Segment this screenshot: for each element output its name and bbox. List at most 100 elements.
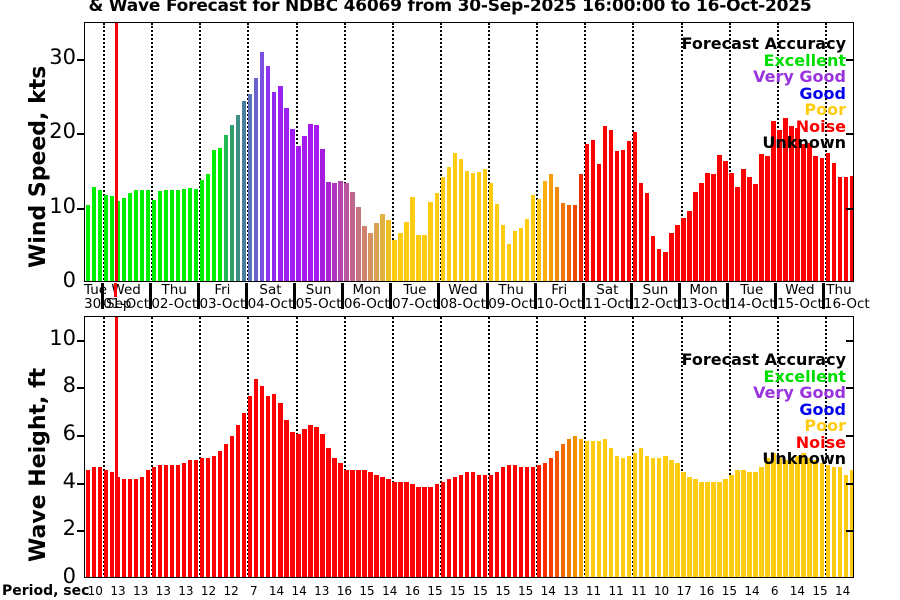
wind-bar xyxy=(302,136,307,281)
wind-bar xyxy=(205,174,211,281)
wave-bar xyxy=(759,467,764,577)
wind-bar xyxy=(518,227,524,281)
wind-bar xyxy=(392,240,397,281)
day-separator xyxy=(678,283,682,309)
wave-bar xyxy=(494,472,500,577)
wind-bar xyxy=(614,151,620,281)
wind-bar xyxy=(157,191,163,281)
period-value: 10 xyxy=(653,584,670,598)
wind-bar xyxy=(560,203,566,281)
wave-bar xyxy=(386,479,391,577)
period-value: 11 xyxy=(631,584,647,598)
day-date: 08-Oct xyxy=(440,296,486,312)
wave-height-panel xyxy=(84,316,854,578)
wind-bar xyxy=(789,125,794,281)
wind-bar xyxy=(266,65,271,281)
wave-bar xyxy=(693,479,698,577)
day-separator xyxy=(629,283,633,309)
wind-bar xyxy=(645,192,650,281)
wave-bar xyxy=(590,441,596,577)
wind-bar xyxy=(711,174,716,281)
wind-bar xyxy=(308,124,313,281)
day-name: Mon xyxy=(689,282,718,298)
period-value: 10 xyxy=(87,584,103,598)
wind-ytick-label: 20 xyxy=(49,119,76,144)
wave-ytick-label: 10 xyxy=(49,325,76,350)
wind-bar xyxy=(326,182,331,281)
day-separator xyxy=(244,283,248,309)
wind-bar xyxy=(314,125,319,281)
wind-bar xyxy=(837,177,842,281)
wind-bar xyxy=(368,233,373,281)
period-value: 13 xyxy=(314,584,330,598)
gridline xyxy=(728,23,731,281)
wave-bar xyxy=(572,436,578,577)
gridline xyxy=(488,23,491,281)
wave-bar xyxy=(801,453,806,577)
wave-bar xyxy=(326,448,331,577)
period-value: 13 xyxy=(132,584,149,598)
day-name: Tue xyxy=(84,282,108,298)
wave-bar xyxy=(392,481,397,577)
wind-bar xyxy=(596,163,602,281)
legend-item-excellent: Excellent xyxy=(763,366,846,386)
wave-bar xyxy=(687,476,692,577)
wind-bar xyxy=(566,205,572,281)
wave-ytick-label: 2 xyxy=(62,516,76,541)
wave-bar xyxy=(771,453,776,577)
wave-ytick-right xyxy=(846,435,854,438)
day-separator xyxy=(148,283,152,309)
period-value: 15 xyxy=(495,584,511,598)
period-value: 11 xyxy=(585,584,602,598)
wind-bar xyxy=(506,243,512,281)
wind-bar xyxy=(729,172,734,281)
day-date: 06-Oct xyxy=(343,296,390,312)
wind-bar xyxy=(446,166,451,281)
day-date: 07-Oct xyxy=(391,296,438,312)
day-label: Sat 11-Oct xyxy=(583,283,631,311)
wave-bar xyxy=(488,474,494,577)
wave-bar xyxy=(266,395,271,577)
wave-bar xyxy=(260,386,265,577)
wind-bar xyxy=(482,168,488,281)
wind-bar xyxy=(290,129,295,281)
gridline xyxy=(439,317,442,577)
day-date: 04-Oct xyxy=(247,296,294,312)
wind-bar xyxy=(187,188,193,281)
wave-ytick xyxy=(77,339,85,342)
wave-ytick xyxy=(77,387,85,390)
day-separator xyxy=(533,283,537,309)
gridline xyxy=(632,317,635,577)
wave-bar xyxy=(765,457,770,577)
wind-bar xyxy=(723,160,728,281)
wave-bar xyxy=(428,486,433,577)
gridline xyxy=(536,317,539,577)
wind-bar xyxy=(296,145,301,281)
period-value: 12 xyxy=(200,584,217,598)
wave-bar xyxy=(121,479,127,577)
wind-bar xyxy=(452,153,457,281)
wind-bar xyxy=(500,225,506,281)
wave-bar xyxy=(512,465,518,577)
page-title: & Wave Forecast for NDBC 46069 from 30-S… xyxy=(88,0,812,16)
wind-bar xyxy=(139,189,145,281)
wave-bar xyxy=(374,474,379,577)
wave-bar xyxy=(560,443,566,577)
day-date: 05-Oct xyxy=(295,296,342,312)
wave-legend: Forecast Accuracy Excellent Very Good Go… xyxy=(608,351,846,468)
wave-bar xyxy=(199,457,205,577)
wind-bars xyxy=(85,23,853,281)
wave-bar xyxy=(187,460,193,577)
wind-ytick-right xyxy=(846,59,854,62)
wind-bar xyxy=(554,187,560,281)
wave-bar xyxy=(633,453,638,577)
wind-legend: Forecast Accuracy Excellent Very Good Go… xyxy=(608,35,846,152)
wave-bar xyxy=(542,462,548,577)
wind-bar xyxy=(338,181,343,281)
period-value: 13 xyxy=(155,584,171,598)
period-value: 15 xyxy=(812,584,828,598)
wave-bar xyxy=(482,474,488,577)
wind-bar xyxy=(825,152,830,281)
gridline xyxy=(439,23,442,281)
wave-bar xyxy=(109,472,115,577)
